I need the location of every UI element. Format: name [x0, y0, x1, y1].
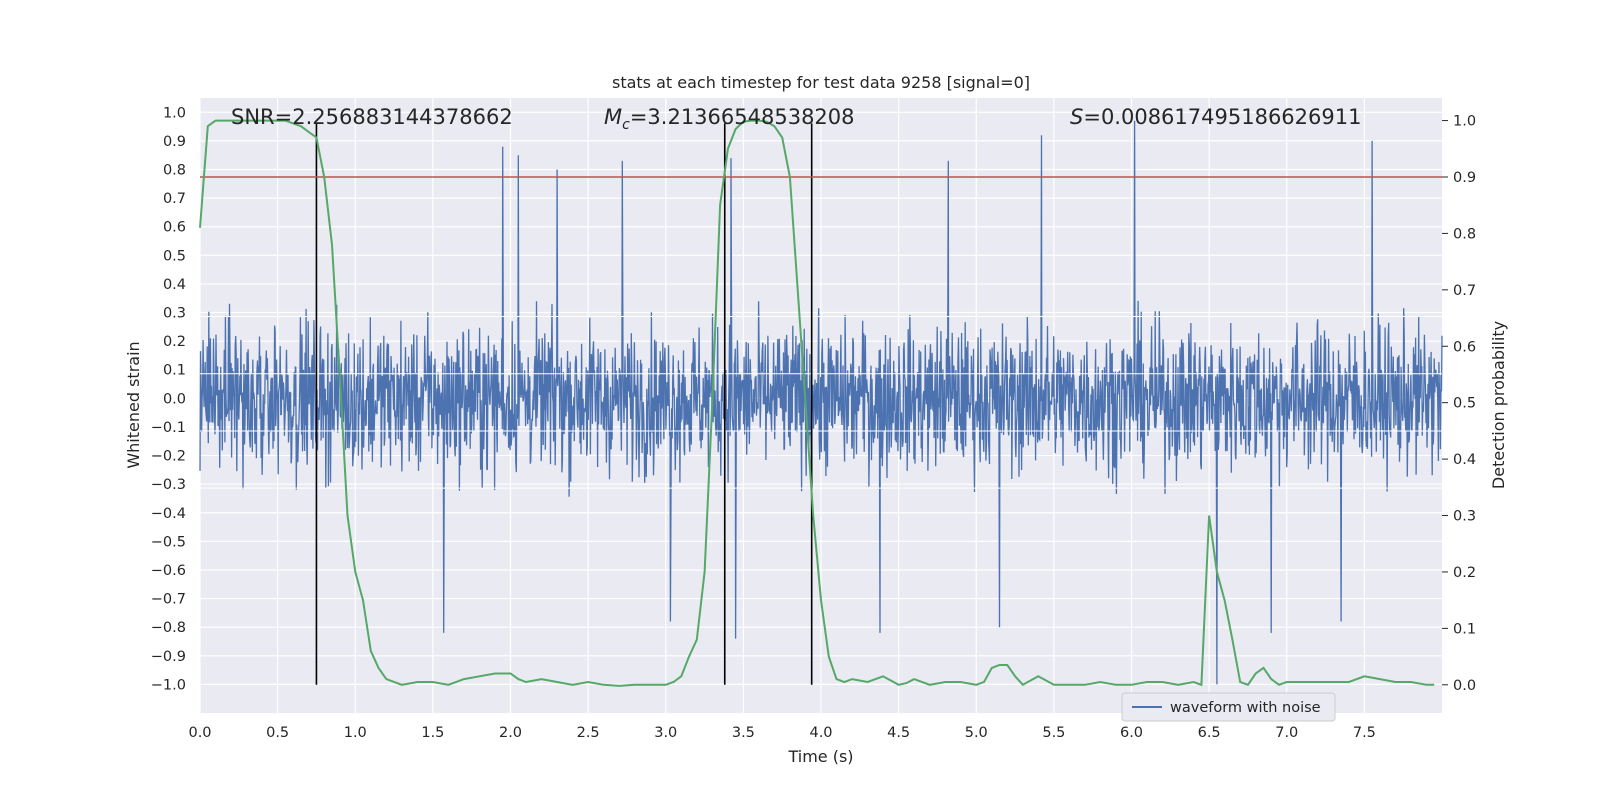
x-tick-label: 4.0: [809, 725, 832, 741]
left-y-tick-label: −0.3: [151, 477, 186, 493]
right-y-tick-labels: 1.0 0.9 0.8 0.7 0.6 0.5 0.4 0.3 0.2 0.1 0.0: [1442, 114, 1476, 694]
s-value: =0.008617495186626911: [1083, 105, 1361, 129]
left-y-tick-label: 0.8: [163, 163, 186, 179]
x-tick-label: 4.5: [887, 725, 910, 741]
chart-title: stats at each timestep for test data 925…: [612, 73, 1030, 92]
right-y-tick-label: 0.7: [1453, 283, 1476, 299]
right-y-axis-label: Detection probability: [1489, 321, 1508, 489]
left-y-tick-label: 0.2: [163, 334, 186, 350]
mc-value: =3.213665485382​08: [630, 105, 855, 129]
right-y-tick-label: 0.1: [1453, 621, 1476, 637]
x-tick-label: 2.5: [577, 725, 600, 741]
left-y-tick-label: −0.4: [151, 506, 186, 522]
x-tick-label: 2.0: [499, 725, 522, 741]
vertical-markers: [315, 123, 813, 685]
left-y-tick-label: 0.6: [163, 220, 186, 236]
legend-label: waveform with noise: [1170, 700, 1321, 716]
x-tick-label: 3.5: [732, 725, 755, 741]
right-y-tick-label: 0.2: [1453, 565, 1476, 581]
right-y-tick-label: 0.3: [1453, 509, 1476, 525]
x-tick-label: 0.0: [188, 725, 211, 741]
left-y-tick-label: −0.9: [151, 649, 186, 665]
detection-probability-line: [199, 119, 1435, 687]
left-y-tick-label: −1.0: [151, 677, 186, 693]
x-tick-label: 7.0: [1275, 725, 1298, 741]
right-y-tick-label: 0.6: [1453, 339, 1476, 355]
left-y-tick-label: 0.0: [163, 391, 186, 407]
left-y-tick-label: 0.9: [163, 134, 186, 150]
waveform-with-noise-line: [199, 120, 1443, 685]
right-y-tick-label: 1.0: [1453, 114, 1476, 130]
left-y-axis-label: Whitened strain: [124, 341, 143, 468]
x-tick-label: 5.0: [965, 725, 988, 741]
x-tick-label: 1.5: [421, 725, 444, 741]
x-tick-label: 6.0: [1120, 725, 1143, 741]
mc-subscript: c: [622, 117, 630, 133]
left-y-tick-label: −0.5: [151, 534, 186, 550]
left-y-tick-label: 0.5: [163, 248, 186, 264]
waveform-series: [199, 120, 1443, 685]
left-y-tick-label: −0.2: [151, 449, 186, 465]
x-tick-label: 7.5: [1353, 725, 1376, 741]
left-y-tick-label: 0.4: [163, 277, 186, 293]
snr-annotation: SNR=2.256883144378662: [231, 105, 513, 129]
right-y-tick-label: 0.9: [1453, 170, 1476, 186]
x-tick-label: 5.5: [1042, 725, 1065, 741]
x-tick-label: 1.0: [344, 725, 367, 741]
legend: waveform with noise: [1121, 692, 1336, 722]
s-symbol: S: [1070, 105, 1083, 129]
chirp-mass-annotation: Mc=3.213665485382​08: [604, 105, 855, 133]
x-axis-label: Time (s): [787, 747, 853, 766]
right-y-tick-label: 0.4: [1453, 452, 1476, 468]
right-y-tick-label: 0.5: [1453, 396, 1476, 412]
left-y-tick-label: −0.7: [151, 592, 186, 608]
left-y-tick-labels: 1.0 0.9 0.8 0.7 0.6 0.5 0.4 0.3 0.2 0.1 0.0 −0.1 −0.…: [151, 105, 186, 693]
left-y-tick-label: 0.1: [163, 363, 186, 379]
x-tick-labels: 0.0 0.5 1.0 1.5 2.0 2.5 3.0 3.5 4.0 4.5 5.0 5.5 6.0 6…: [188, 725, 1375, 741]
right-y-tick-label: 0.0: [1453, 678, 1476, 694]
left-y-tick-label: 0.7: [163, 191, 186, 207]
left-y-tick-label: 0.3: [163, 306, 186, 322]
left-y-tick-label: −0.6: [151, 563, 186, 579]
right-y-tick-label: 0.8: [1453, 226, 1476, 242]
left-y-tick-label: −0.8: [151, 620, 186, 636]
left-y-tick-label: 1.0: [163, 105, 186, 121]
mc-symbol: M: [604, 105, 622, 129]
x-tick-label: 3.0: [654, 725, 677, 741]
x-tick-label: 6.5: [1198, 725, 1221, 741]
legend-box: [1121, 692, 1336, 722]
significance-annotation: S=0.008617495186626911: [1070, 105, 1361, 129]
left-y-tick-label: −0.1: [151, 420, 186, 436]
x-tick-label: 0.5: [266, 725, 289, 741]
